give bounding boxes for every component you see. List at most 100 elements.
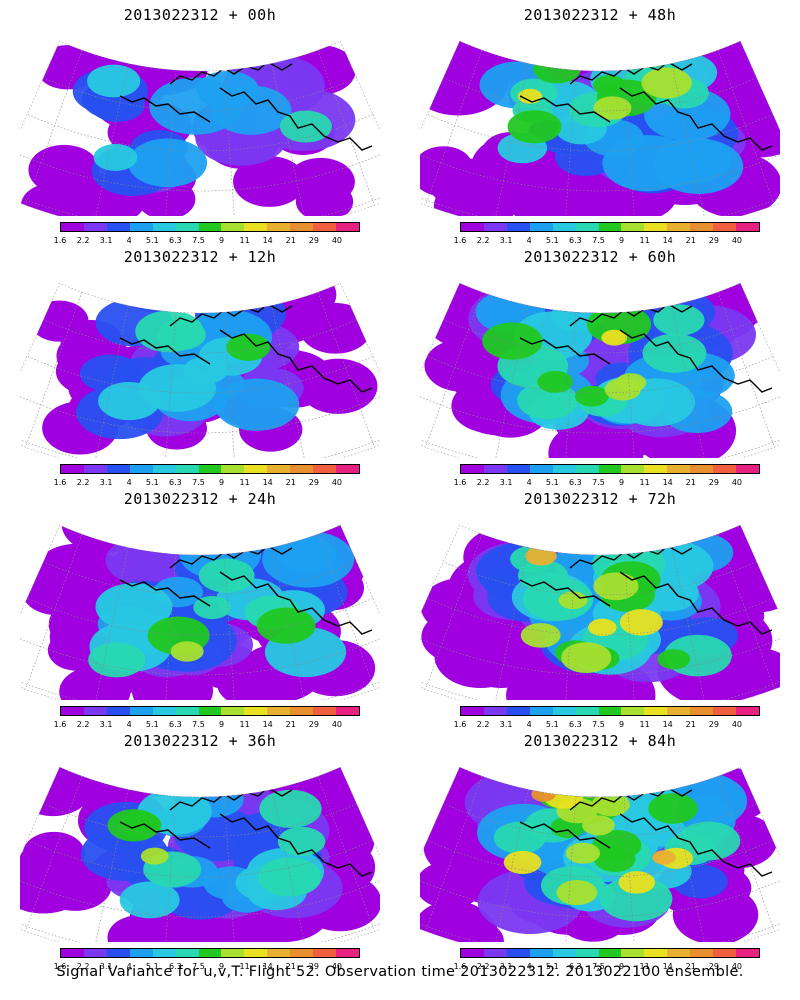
colorbar-swatch (483, 707, 507, 715)
colorbar-swatch (336, 707, 359, 715)
colorbar-tick-label: 11 (239, 962, 250, 971)
variance-map (20, 524, 380, 700)
colorbar (460, 222, 760, 232)
colorbar-tick-label: 9 (218, 720, 225, 729)
forecast-panel: 2013022312 + 84h 1.6 2.2 3.1 4 5.1 6.3 7.5 9 11 14… (400, 726, 800, 971)
colorbar-tick-label: 5.1 (545, 720, 559, 729)
colorbar-tick-label: 40 (731, 478, 743, 487)
colorbar-tick-label: 2.2 (476, 236, 490, 245)
colorbar-tick-labels: 1.6 2.2 3.1 4 5.1 6.3 7.5 9 11 14 21 29 40 (454, 720, 764, 730)
colorbar-tick-label: 1.6 (53, 720, 67, 729)
colorbar-tick-label: 4 (526, 236, 532, 245)
panel-title: 2013022312 + 36h (123, 732, 277, 750)
colorbar-tick-label: 1.6 (53, 236, 67, 245)
colorbar-tick-label: 11 (639, 478, 650, 487)
colorbar-tick-label: 21 (285, 720, 296, 729)
colorbar-tick-label: 2.2 (476, 962, 490, 971)
colorbar (60, 948, 360, 958)
colorbar-swatch (552, 465, 576, 473)
colorbar-tick-label: 5.1 (145, 236, 159, 245)
colorbar-tick-label: 6.3 (569, 962, 582, 971)
colorbar-tick-label: 29 (708, 236, 719, 245)
colorbar-tick-label: 4 (126, 720, 132, 729)
colorbar-tick-label: 29 (308, 478, 319, 487)
colorbar-swatch (552, 949, 576, 957)
colorbar-swatch (713, 223, 737, 231)
colorbar-tick-label: 7.5 (592, 962, 605, 971)
colorbar-swatch (198, 465, 222, 473)
colorbar-tick-label: 11 (239, 236, 250, 245)
colorbar-tick-label: 4 (526, 962, 532, 971)
colorbar-swatch (529, 223, 553, 231)
colorbar-swatch (61, 949, 84, 957)
colorbar-swatch (267, 223, 291, 231)
colorbar (60, 222, 360, 232)
colorbar-tick-label: 4 (526, 478, 532, 487)
colorbar-swatch (221, 707, 245, 715)
colorbar-swatch (529, 949, 553, 957)
panel-title: 2013022312 + 72h (523, 490, 677, 508)
colorbar-tick-label: 1.6 (453, 962, 467, 971)
colorbar-tick-label: 29 (308, 962, 319, 971)
colorbar-swatch (175, 949, 199, 957)
colorbar-swatch (244, 707, 268, 715)
colorbar-tick-label: 29 (708, 478, 719, 487)
colorbar-tick-label: 2.2 (76, 236, 90, 245)
colorbar-tick-label: 1.6 (53, 962, 67, 971)
panel-title: 2013022312 + 24h (123, 490, 277, 508)
colorbar-swatch (506, 707, 530, 715)
colorbar-swatch (290, 223, 314, 231)
variance-map (20, 40, 380, 216)
colorbar-swatch (506, 223, 530, 231)
colorbar-swatch (244, 223, 268, 231)
colorbar-tick-label: 3.1 (499, 236, 513, 245)
colorbar-tick-label: 3.1 (99, 236, 113, 245)
colorbar-swatch (129, 223, 153, 231)
colorbar-tick-label: 21 (685, 962, 696, 971)
colorbar-tick-labels: 1.6 2.2 3.1 4 5.1 6.3 7.5 9 11 14 21 29 40 (453, 236, 764, 246)
colorbar-tick-label: 14 (262, 720, 273, 729)
colorbar-tick-labels: 1.6 2.2 3.1 4 5.1 6.3 7.5 9 11 14 21 29 40 (453, 478, 764, 488)
colorbar-swatch (736, 223, 759, 231)
colorbar-tick-label: 9 (618, 962, 625, 971)
colorbar-tick-label: 1.6 (453, 236, 467, 245)
colorbar-tick-label: 14 (262, 962, 273, 971)
colorbar-tick-label: 14 (662, 478, 673, 487)
colorbar-swatch (198, 223, 222, 231)
colorbar (460, 948, 760, 958)
colorbar-swatch (621, 707, 645, 715)
colorbar-tick-label: 40 (731, 962, 743, 971)
colorbar-tick-label: 14 (662, 720, 673, 729)
colorbar-swatch (483, 223, 507, 231)
colorbar-swatch (106, 707, 130, 715)
colorbar-swatch (129, 707, 153, 715)
colorbar-tick-label: 4 (126, 962, 132, 971)
colorbar-tick-label: 6.3 (569, 720, 582, 729)
colorbar-swatch (290, 949, 314, 957)
colorbar-tick-label: 1.6 (453, 478, 467, 487)
colorbar-swatch (575, 223, 599, 231)
colorbar-swatch (61, 707, 84, 715)
colorbar-swatch (667, 223, 691, 231)
colorbar-swatch (598, 223, 622, 231)
colorbar-tick-label: 9 (218, 478, 225, 487)
colorbar-swatch (83, 223, 107, 231)
colorbar-swatch (152, 949, 176, 957)
colorbar-swatch (83, 707, 107, 715)
colorbar (460, 464, 760, 474)
forecast-panel: 2013022312 + 72h 1.6 2.2 3.1 4 5.1 6.3 7.5 9 11 14… (400, 484, 800, 729)
colorbar-swatch (336, 465, 359, 473)
colorbar-swatch (713, 465, 737, 473)
colorbar-swatch (175, 223, 199, 231)
colorbar-tick-label: 40 (731, 236, 743, 245)
colorbar-swatch (313, 949, 337, 957)
colorbar-swatch (129, 465, 153, 473)
colorbar-tick-label: 9 (618, 236, 625, 245)
colorbar-swatch (552, 223, 576, 231)
colorbar-swatch (175, 465, 199, 473)
colorbar-swatch (621, 949, 645, 957)
colorbar-swatch (644, 949, 668, 957)
colorbar-swatch (336, 223, 359, 231)
colorbar-tick-label: 3.1 (99, 720, 113, 729)
colorbar-tick-label: 5.1 (145, 962, 159, 971)
